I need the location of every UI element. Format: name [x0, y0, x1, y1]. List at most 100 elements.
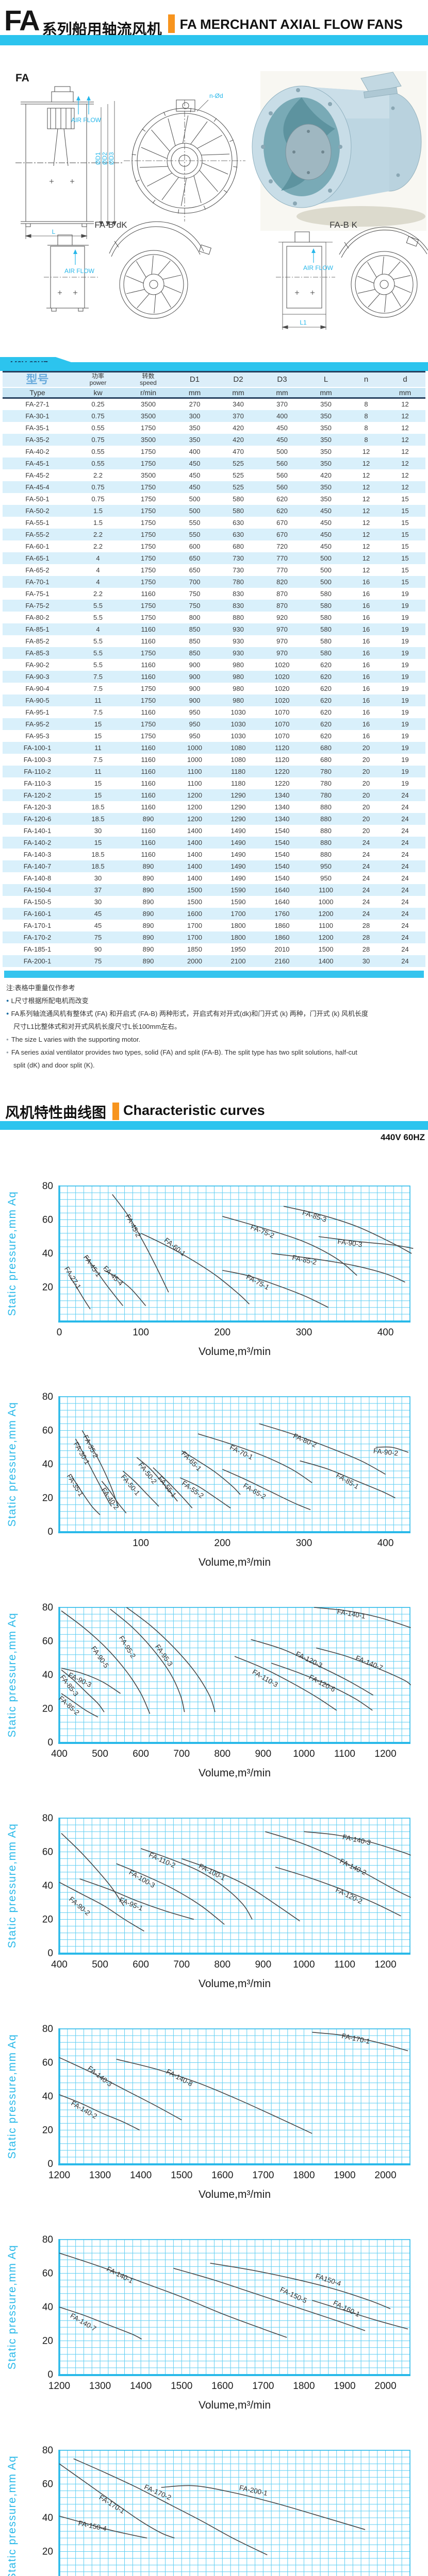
- y-tick-label: 20: [42, 1704, 53, 1715]
- curve-label: FA-50-2: [137, 1461, 158, 1485]
- holes-label: n-Ød: [209, 92, 223, 99]
- table-row: FA-100-3 7.5 1160 1000 1080 1120 680 20 19: [23, 755, 409, 764]
- curve-label: FA-90-2: [373, 1447, 398, 1457]
- x-tick-label: 1400: [130, 2381, 152, 2392]
- y-tick-label: 80: [42, 1181, 53, 1192]
- curve-FA-95-1: [79, 1878, 194, 1920]
- curve-FA-170-2: [73, 2458, 268, 2555]
- table-row: FA-95-3 15 1750 950 1030 1070 620 16 19: [25, 732, 409, 740]
- col-d3: D3: [277, 375, 287, 384]
- table-row: FA-150-4 37 890 1500 1590 1640 1100 24 24: [3, 884, 425, 896]
- x-tick-label: 1300: [89, 2170, 111, 2181]
- curve-label: FA-40-2: [100, 1486, 121, 1511]
- table-row: FA-45-1 0.55 1750 450 525 560 350 12 12: [3, 457, 425, 469]
- split-dk-drawing: [44, 221, 211, 319]
- x-tick-label: 1900: [334, 2381, 355, 2392]
- table-row: FA-80-2 5.5 1750 800 880 920 580 16 19: [25, 613, 409, 621]
- x-tick-label: 200: [214, 1538, 231, 1549]
- table-row: FA-65-1 4 1750 650 730 770 500 12 15: [3, 552, 425, 564]
- x-axis-title: Volume,m³/min: [199, 1767, 271, 1779]
- curve-FA-35-1: [71, 1476, 101, 1515]
- x-tick-label: 1700: [252, 2381, 274, 2392]
- curve-FA-150-4: [59, 2515, 147, 2539]
- curve-FA-90-2: [59, 1882, 144, 1932]
- chart-1: 0 100 200 300 400 20 40 60 80 Static pressure,mm …: [0, 1150, 428, 1361]
- table-top-band: [0, 362, 428, 371]
- curve-FA-85-2: [271, 1253, 405, 1283]
- x-tick-label: 900: [255, 1959, 271, 1970]
- grid: [59, 1818, 410, 1954]
- y-tick-label: 60: [42, 2058, 53, 2069]
- x-tick-label: 500: [92, 1749, 108, 1759]
- grid: [59, 2450, 410, 2576]
- table-row: FA-200-1 75 890 2000 2100 2160 1400 30 24: [3, 955, 425, 967]
- y-tick-label: 40: [42, 1880, 53, 1891]
- bullet-icon: ●: [6, 1050, 9, 1055]
- table-row: FA-110-3 15 1160 1100 1180 1220 780 20 19: [24, 779, 409, 787]
- variant-right-label: FA-B K: [330, 220, 358, 230]
- spec-table: 型号 功率 power 转数 speed D1 D2 D3 L n d Type k…: [3, 371, 425, 967]
- table-row: FA-140-1 30 1160 1400 1490 1540 880 20 24: [23, 826, 409, 835]
- curve-FA-200-1: [161, 2485, 366, 2530]
- curve-label: FA-170-1: [341, 2032, 370, 2045]
- page-title-en: FA MERCHANT AXIAL FLOW FANS: [179, 16, 403, 32]
- curve-FA-75-2: [222, 1216, 357, 1276]
- series-logo: FA: [4, 4, 40, 37]
- table-row: FA-90-4 7.5 1750 900 980 1020 620 16 19: [25, 684, 409, 692]
- curve-FA-100-3: [116, 1863, 225, 1925]
- col-d1: D1: [189, 375, 200, 384]
- table-row: FA-140-3 18.5 1160 1400 1490 1540 880 24 24: [23, 850, 409, 858]
- x-tick-label: 2000: [374, 2170, 396, 2181]
- curve-FA-90-2: [375, 1446, 409, 1453]
- x-tick-label: 1100: [334, 1749, 355, 1759]
- curve-label: FA-27-1: [63, 1265, 83, 1291]
- curve-FA-50-1: [122, 1470, 159, 1507]
- dim-d2-label: ØD2: [101, 152, 108, 165]
- x-tick-label: 500: [92, 1959, 108, 1970]
- x-tick-label: 600: [133, 1749, 149, 1759]
- curve-label: FA-140-1: [105, 2265, 134, 2285]
- y-tick-label: 40: [42, 2091, 53, 2102]
- grid: [59, 1607, 410, 1743]
- table-row: FA-55-1 1.5 1750 550 630 670 450 12 15: [25, 518, 409, 527]
- y-tick-label: 60: [42, 2479, 53, 2490]
- col-d2: D2: [233, 375, 243, 384]
- curve-label: FA-85-2: [57, 1694, 81, 1717]
- table-row: FA-140-8 30 890 1400 1490 1540 950 24 24: [23, 874, 409, 882]
- x-tick-label: 1600: [211, 2381, 233, 2392]
- curve-FA-95-3: [126, 1607, 216, 1713]
- table-row: FA-60-1 2.2 1750 600 680 720 450 12 15: [25, 542, 409, 550]
- spec-table-body: FA-27-1 0.25 3500 270 340 370 350 8 12 FA-30-1 0.7…: [3, 398, 425, 967]
- curve-FA-55-2: [179, 1477, 231, 1509]
- grid: [59, 2239, 410, 2375]
- table-units-row: Type kw r/min mm mm mm mm mm: [3, 387, 425, 398]
- x-tick-label: 1800: [293, 2381, 315, 2392]
- table-row: FA-50-1 0.75 1750 500 580 620 350 12 15: [25, 495, 409, 503]
- bullet-icon: ●: [6, 998, 9, 1003]
- y-tick-label: 60: [42, 1847, 53, 1858]
- x-tick-label: 2000: [374, 2381, 396, 2392]
- curve-FA-85-2: [61, 1693, 98, 1718]
- chart-2: 100 200 300 400 0 20 40 60 80 Static pressure,mm …: [0, 1361, 428, 1571]
- curve-FA-45-4: [104, 1270, 146, 1307]
- table-row: FA-30-1 0.75 3500 300 370 400 350 8 12: [3, 410, 425, 422]
- x-tick-label: 1200: [48, 2170, 70, 2181]
- col-l: L: [323, 375, 328, 384]
- curve-FA-140-7: [316, 1647, 411, 1686]
- x-tick-label: 1200: [48, 2381, 70, 2392]
- dim-l-d3-label: ØD3: [108, 152, 115, 165]
- curve-label: FA-85-3: [302, 1209, 327, 1224]
- x-tick-label: 700: [173, 1959, 190, 1970]
- notes: 注:表格中重量仅作参考 ● L尺寸根据所配电机而改变 ● FA系列轴流通风机有整体式 (…: [6, 984, 422, 1074]
- header-band: [0, 35, 428, 45]
- note-line: 注:表格中重量仅作参考: [6, 984, 75, 992]
- x-tick-label: 400: [51, 1959, 68, 1970]
- y-tick-label: 80: [42, 1392, 53, 1402]
- curve-label: FA-120-2: [335, 1886, 364, 1906]
- y-tick-label: 0: [47, 2159, 53, 2170]
- x-tick-label: 0: [57, 1327, 62, 1338]
- curve-FA-85-1: [300, 1460, 396, 1499]
- y-tick-label: 80: [42, 1813, 53, 1824]
- curve-FA-120-6: [271, 1663, 373, 1711]
